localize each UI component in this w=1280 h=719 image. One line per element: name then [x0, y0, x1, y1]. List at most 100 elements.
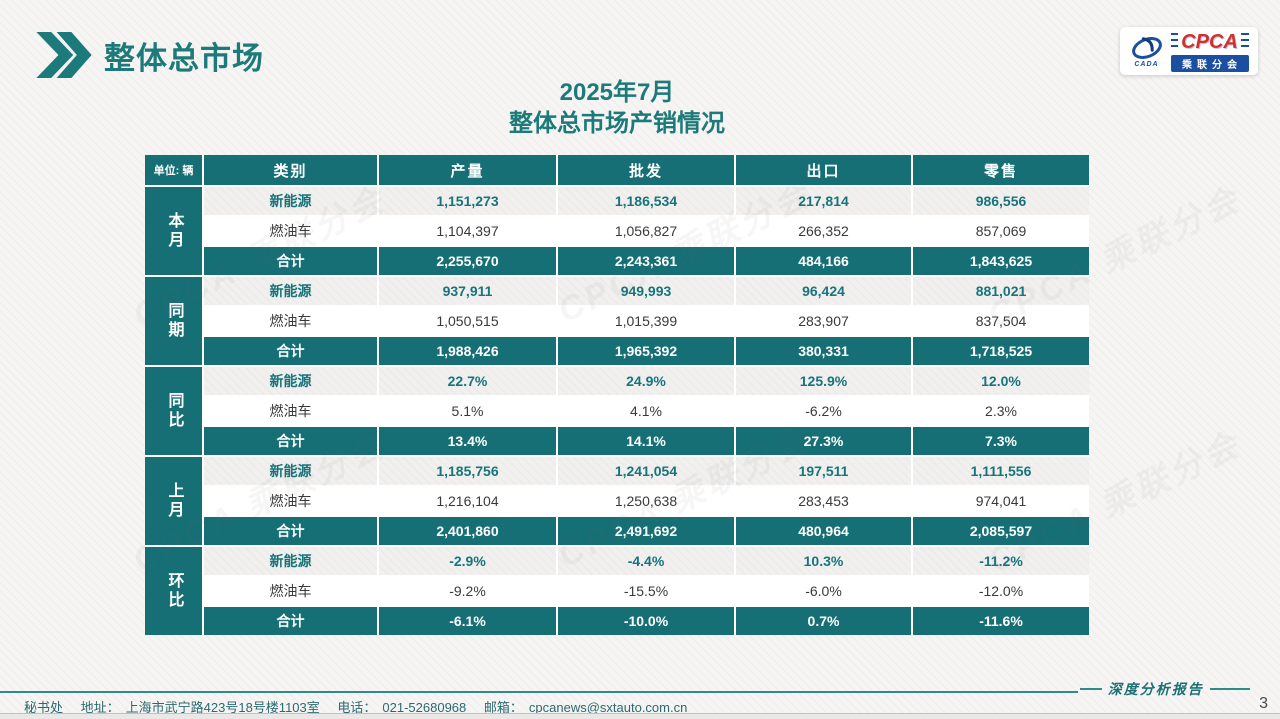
- cell-0-1-1: 1,056,827: [558, 217, 734, 245]
- column-header-4: 零售: [913, 155, 1089, 185]
- cell-0-2-1: 2,243,361: [558, 247, 734, 275]
- group-label-3: 上月: [145, 457, 202, 545]
- cpca-wordmark: CPCA 乘联分会: [1170, 30, 1249, 72]
- cell-1-1-3: 837,504: [913, 307, 1089, 335]
- cell-0-0-3: 986,556: [913, 187, 1089, 215]
- column-header-2: 批发: [558, 155, 734, 185]
- cell-3-0-3: 1,111,556: [913, 457, 1089, 485]
- row-label-2-0: 新能源: [204, 367, 377, 395]
- cell-2-2-1: 14.1%: [558, 427, 734, 455]
- cell-1-2-2: 380,331: [736, 337, 911, 365]
- group-label-2: 同比: [145, 367, 202, 455]
- cell-3-0-2: 197,511: [736, 457, 911, 485]
- group-label-0: 本月: [145, 187, 202, 275]
- cpca-text: CPCA: [1178, 31, 1241, 53]
- column-header-1: 产量: [379, 155, 556, 185]
- email-value: cpcanews@sxtauto.com.cn: [528, 700, 688, 715]
- cell-0-2-0: 2,255,670: [379, 247, 556, 275]
- row-label-4-2: 合计: [204, 607, 377, 635]
- cell-4-2-0: -6.1%: [379, 607, 556, 635]
- row-label-1-2: 合计: [204, 337, 377, 365]
- cell-2-0-2: 125.9%: [736, 367, 911, 395]
- emblem-label: CADA: [1134, 60, 1159, 68]
- footer-contact: 秘书处 地址： 上海市武宁路423号18号楼1103室 电话： 021-526809…: [24, 697, 693, 716]
- row-label-1-0: 新能源: [204, 277, 377, 305]
- page-header: 整体总市场: [36, 32, 264, 78]
- group-label-4: 环比: [145, 547, 202, 635]
- cell-3-1-1: 1,250,638: [558, 487, 734, 515]
- cell-4-1-0: -9.2%: [379, 577, 556, 605]
- slide-title-line2: 整体总市场产销情况: [509, 109, 725, 137]
- cpca-subtitle: 乘联分会: [1170, 55, 1249, 72]
- email-label: 邮箱：: [483, 700, 523, 715]
- row-label-4-0: 新能源: [204, 547, 377, 575]
- cell-0-2-3: 1,843,625: [913, 247, 1089, 275]
- row-label-1-1: 燃油车: [204, 307, 377, 335]
- cell-0-1-2: 266,352: [736, 217, 911, 245]
- cell-4-0-0: -2.9%: [379, 547, 556, 575]
- cell-3-2-0: 2,401,860: [379, 517, 556, 545]
- phone-value: 021-52680968: [382, 700, 467, 715]
- row-label-3-0: 新能源: [204, 457, 377, 485]
- cell-0-1-0: 1,104,397: [379, 217, 556, 245]
- cell-3-2-1: 2,491,692: [558, 517, 734, 545]
- cpca-logo: CADA CPCA 乘联分会: [1120, 27, 1258, 75]
- report-type-badge: 深度分析报告: [1080, 681, 1250, 698]
- secretariat-label: 秘书处: [24, 700, 64, 715]
- cell-4-1-2: -6.0%: [736, 577, 911, 605]
- cell-4-0-2: 10.3%: [736, 547, 911, 575]
- cell-1-1-0: 1,050,515: [379, 307, 556, 335]
- address-value: 上海市武宁路423号18号楼1103室: [125, 700, 320, 715]
- slide-title-line1: 2025年7月: [559, 79, 675, 106]
- unit-label: 单位: 辆: [145, 155, 202, 185]
- cell-2-1-0: 5.1%: [379, 397, 556, 425]
- cell-2-0-3: 12.0%: [913, 367, 1089, 395]
- column-header-3: 出口: [736, 155, 911, 185]
- cell-4-0-3: -11.2%: [913, 547, 1089, 575]
- cell-3-1-0: 1,216,104: [379, 487, 556, 515]
- cell-0-2-2: 484,166: [736, 247, 911, 275]
- cell-4-1-3: -12.0%: [913, 577, 1089, 605]
- cell-4-0-1: -4.4%: [558, 547, 734, 575]
- cell-2-2-3: 7.3%: [913, 427, 1089, 455]
- row-label-4-1: 燃油车: [204, 577, 377, 605]
- column-header-0: 类别: [204, 155, 377, 185]
- row-label-2-2: 合计: [204, 427, 377, 455]
- cell-1-0-1: 949,993: [558, 277, 734, 305]
- cell-1-0-0: 937,911: [379, 277, 556, 305]
- cell-0-0-2: 217,814: [736, 187, 911, 215]
- footer-divider: [0, 691, 1078, 693]
- cell-1-2-1: 1,965,392: [558, 337, 734, 365]
- cell-3-0-1: 1,241,054: [558, 457, 734, 485]
- cell-1-0-3: 881,021: [913, 277, 1089, 305]
- footer-strip: [0, 714, 1280, 719]
- address-label: 地址：: [80, 700, 120, 715]
- group-label-1: 同期: [145, 277, 202, 365]
- row-label-3-2: 合计: [204, 517, 377, 545]
- report-type-label: 深度分析报告: [1107, 683, 1204, 698]
- cell-1-1-1: 1,015,399: [558, 307, 734, 335]
- row-label-0-2: 合计: [204, 247, 377, 275]
- footer-bottom-line: [0, 713, 1280, 714]
- page-title: 整体总市场: [104, 40, 264, 76]
- cell-0-1-3: 857,069: [913, 217, 1089, 245]
- cell-1-0-2: 96,424: [736, 277, 911, 305]
- cell-2-2-0: 13.4%: [379, 427, 556, 455]
- cell-0-0-0: 1,151,273: [379, 187, 556, 215]
- cell-3-2-2: 480,964: [736, 517, 911, 545]
- phone-label: 电话：: [337, 700, 377, 715]
- cell-2-1-2: -6.2%: [736, 397, 911, 425]
- cell-4-2-2: 0.7%: [736, 607, 911, 635]
- double-chevron-icon: [36, 32, 92, 78]
- cell-3-2-3: 2,085,597: [913, 517, 1089, 545]
- cell-1-2-0: 1,988,426: [379, 337, 556, 365]
- cell-4-1-1: -15.5%: [558, 577, 734, 605]
- cell-2-0-1: 24.9%: [558, 367, 734, 395]
- cell-2-1-1: 4.1%: [558, 397, 734, 425]
- cell-2-1-3: 2.3%: [913, 397, 1089, 425]
- cell-1-2-3: 1,718,525: [913, 337, 1089, 365]
- page-number: 3: [1259, 695, 1268, 712]
- cell-4-2-3: -11.6%: [913, 607, 1089, 635]
- cell-3-1-3: 974,041: [913, 487, 1089, 515]
- cada-emblem-icon: CADA: [1130, 35, 1164, 68]
